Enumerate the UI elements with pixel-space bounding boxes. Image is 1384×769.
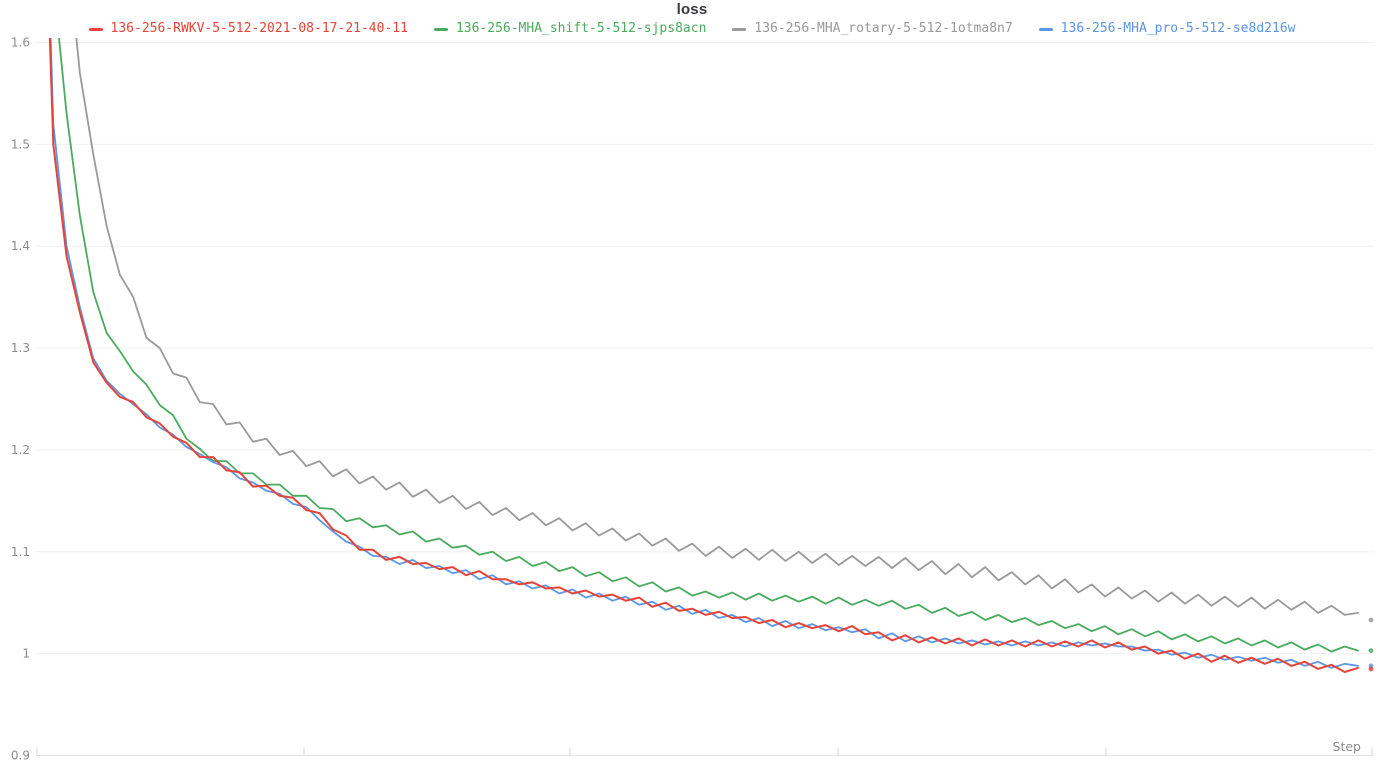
y-tick-label: 0.9 xyxy=(11,749,30,763)
series-line-3[interactable] xyxy=(40,0,1359,669)
series-line-1[interactable] xyxy=(40,0,1359,653)
x-axis-label: Step xyxy=(1333,739,1362,754)
legend-item-mha-shift[interactable]: 136-256-MHA_shift-5-512-sjps8acn xyxy=(433,21,707,37)
y-tick-label: 1.1 xyxy=(11,545,30,559)
series-line-2[interactable] xyxy=(40,0,1359,616)
chart-title: loss xyxy=(676,1,708,18)
axis-labels: 0.9 1 1.1 1.2 1.3 1.4 1.5 1.6 Step xyxy=(11,36,1361,763)
legend-item-rwkv[interactable]: 136-256-RWKV-5-512-2021-08-17-21-40-11 xyxy=(88,21,408,37)
legend-item-label: 136-256-MHA_pro-5-512-se8d216w xyxy=(1060,21,1296,36)
legend-item-mha-pro[interactable]: 136-256-MHA_pro-5-512-se8d216w xyxy=(1038,21,1296,37)
legend-item-label: 136-256-RWKV-5-512-2021-08-17-21-40-11 xyxy=(110,21,408,36)
y-tick-label: 1.3 xyxy=(11,341,30,355)
legend-item-label: 136-256-MHA_shift-5-512-sjps8acn xyxy=(455,21,707,36)
series-lines xyxy=(40,0,1374,673)
y-tick-label: 1.6 xyxy=(11,36,30,50)
series-line-0[interactable] xyxy=(40,0,1359,673)
y-tick-label: 1.5 xyxy=(11,137,30,151)
series-end-dot-0 xyxy=(1368,666,1374,672)
series-end-dot-1 xyxy=(1368,648,1374,653)
gridlines xyxy=(36,42,1374,756)
y-tick-label: 1.2 xyxy=(11,443,30,457)
legend-line-swatch xyxy=(433,27,448,31)
legend-line-swatch xyxy=(88,27,103,31)
legend: 136-256-RWKV-5-512-2021-08-17-21-40-11 1… xyxy=(0,21,1384,37)
legend-item-label: 136-256-MHA_rotary-5-512-1otma8n7 xyxy=(754,21,1013,36)
y-tick-label: 1.4 xyxy=(11,239,30,253)
legend-line-swatch xyxy=(732,27,747,31)
legend-line-swatch xyxy=(1038,27,1053,31)
legend-item-mha-rotary[interactable]: 136-256-MHA_rotary-5-512-1otma8n7 xyxy=(732,21,1013,37)
series-end-dot-2 xyxy=(1368,617,1374,623)
y-tick-label: 1 xyxy=(22,647,30,661)
